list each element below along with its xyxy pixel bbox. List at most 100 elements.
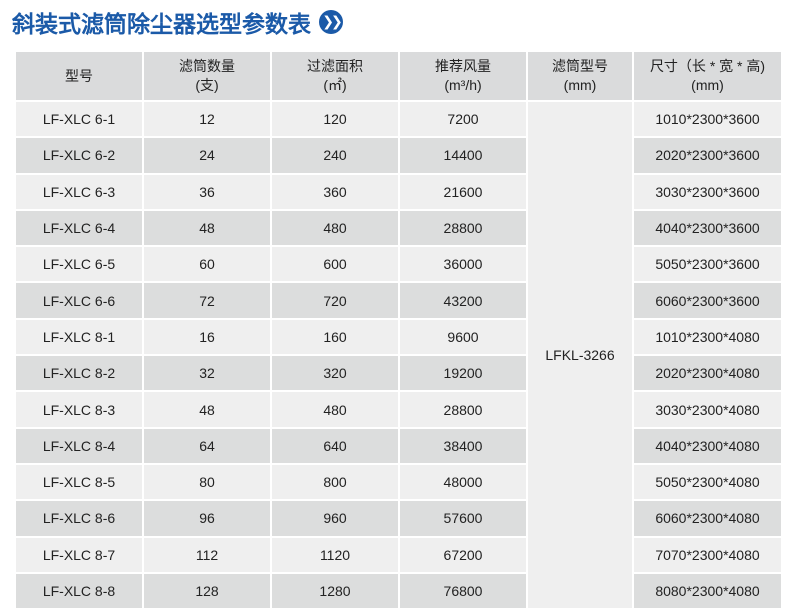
table-cell: LF-XLC 8-1 bbox=[16, 319, 142, 355]
table-cell: 640 bbox=[272, 428, 398, 463]
table-cell: 3030*2300*4080 bbox=[634, 392, 781, 427]
table-cell: 6060*2300*4080 bbox=[634, 501, 781, 536]
table-cell: 1010*2300*3600 bbox=[634, 102, 781, 137]
table-cell: LF-XLC 6-1 bbox=[16, 102, 142, 137]
table-cell: 600 bbox=[272, 247, 398, 282]
table-cell: 480 bbox=[272, 392, 398, 427]
table-cell: 480 bbox=[272, 210, 398, 246]
header-text: (m³/h) bbox=[444, 77, 482, 93]
table-cell: 128 bbox=[144, 573, 270, 609]
table-cell: 5050*2300*4080 bbox=[634, 464, 781, 500]
table-cell: 720 bbox=[272, 283, 398, 318]
header-text: 推荐风量 bbox=[435, 58, 491, 74]
table-row: LF-XLC 8-8 128 1280 76800 8080*2300*4080 bbox=[16, 573, 781, 609]
column-header: 滤筒数量 (支) bbox=[144, 52, 270, 100]
table-row: LF-XLC 6-1 12 120 7200 LFKL-3266 1010*2300*36… bbox=[16, 102, 781, 609]
table-row: LF-XLC 6-2 24 240 14400 2020*2300*3600 bbox=[16, 138, 781, 173]
table-cell: 160 bbox=[272, 319, 398, 355]
table-cell: LF-XLC 8-3 bbox=[16, 392, 142, 427]
table-cell: 64 bbox=[144, 428, 270, 463]
column-header: 过滤面积 (㎡) bbox=[272, 52, 398, 100]
table-cell: 120 bbox=[272, 102, 398, 137]
table-cell: 14400 bbox=[400, 138, 526, 173]
table-cell: 9600 bbox=[400, 319, 526, 355]
table-cell: 12 bbox=[144, 102, 270, 137]
table-cell: 43200 bbox=[400, 283, 526, 318]
table-cell: 4040*2300*3600 bbox=[634, 210, 781, 246]
header-text: (mm) bbox=[691, 77, 724, 93]
page-title: 斜装式滤筒除尘器选型参数表 ❯❯ bbox=[12, 5, 343, 39]
header-text: 滤筒型号 bbox=[552, 58, 608, 74]
table-cell: 80 bbox=[144, 464, 270, 500]
header-text: 过滤面积 bbox=[307, 58, 363, 74]
table-cell: 5050*2300*3600 bbox=[634, 247, 781, 282]
table-row: LF-XLC 8-1 16 160 9600 1010*2300*4080 bbox=[16, 319, 781, 355]
table-cell: 800 bbox=[272, 464, 398, 500]
header-text: 尺寸（长 * 宽 * 高) bbox=[649, 58, 766, 74]
table-cell: 48000 bbox=[400, 464, 526, 500]
table-row: LF-XLC 8-5 80 800 48000 5050*2300*4080 bbox=[16, 464, 781, 500]
table-cell: 48 bbox=[144, 392, 270, 427]
table-cell: 36000 bbox=[400, 247, 526, 282]
table-cell: LF-XLC 6-6 bbox=[16, 283, 142, 318]
table-row: LF-XLC 6-6 72 720 43200 6060*2300*3600 bbox=[16, 283, 781, 318]
header-text: (支) bbox=[195, 77, 219, 93]
table-cell: LF-XLC 6-5 bbox=[16, 247, 142, 282]
column-header: 推荐风量 (m³/h) bbox=[400, 52, 526, 100]
table-row: LF-XLC 8-7 112 1120 67200 7070*2300*4080 bbox=[16, 537, 781, 572]
table-cell: 21600 bbox=[400, 174, 526, 209]
table-cell: 16 bbox=[144, 319, 270, 355]
table-cell: 36 bbox=[144, 174, 270, 209]
table-cell: LF-XLC 6-2 bbox=[16, 138, 142, 173]
table-cell: LF-XLC 8-2 bbox=[16, 356, 142, 391]
table-row: LF-XLC 6-3 36 360 21600 3030*2300*3600 bbox=[16, 174, 781, 209]
filter-model-cell: LFKL-3266 bbox=[528, 102, 632, 609]
table-row: LF-XLC 8-2 32 320 19200 2020*2300*4080 bbox=[16, 356, 781, 391]
table-cell: 19200 bbox=[400, 356, 526, 391]
header-text: 滤筒数量 bbox=[179, 58, 235, 74]
column-header: 尺寸（长 * 宽 * 高) (mm) bbox=[634, 52, 781, 100]
header-text: (㎡) bbox=[323, 77, 347, 93]
table-cell: LF-XLC 6-4 bbox=[16, 210, 142, 246]
table-cell: LF-XLC 8-6 bbox=[16, 501, 142, 536]
column-header: 型号 bbox=[16, 52, 142, 100]
table-cell: LF-XLC 8-8 bbox=[16, 573, 142, 609]
table-cell: 6060*2300*3600 bbox=[634, 283, 781, 318]
table-cell: 360 bbox=[272, 174, 398, 209]
table-cell: 38400 bbox=[400, 428, 526, 463]
header-row: 型号 滤筒数量 (支) 过滤面积 (㎡) 推荐风量 (m³/h) 滤筒型号 (mm) 尺寸（长 *… bbox=[16, 52, 781, 100]
table-cell: 960 bbox=[272, 501, 398, 536]
table-cell: 76800 bbox=[400, 573, 526, 609]
table-cell: 28800 bbox=[400, 210, 526, 246]
table-row: LF-XLC 8-6 96 960 57600 6060*2300*4080 bbox=[16, 501, 781, 536]
table-cell: 2020*2300*3600 bbox=[634, 138, 781, 173]
table-cell: 1120 bbox=[272, 537, 398, 572]
table-cell: LF-XLC 8-7 bbox=[16, 537, 142, 572]
table-cell: 57600 bbox=[400, 501, 526, 536]
table-cell: 8080*2300*4080 bbox=[634, 573, 781, 609]
double-chevron-right-icon[interactable]: ❯❯ bbox=[319, 10, 343, 34]
table-cell: 1280 bbox=[272, 573, 398, 609]
table-cell: 96 bbox=[144, 501, 270, 536]
table-cell: LF-XLC 8-4 bbox=[16, 428, 142, 463]
title-text: 斜装式滤筒除尘器选型参数表 bbox=[12, 12, 311, 38]
table-cell: 32 bbox=[144, 356, 270, 391]
table-cell: 60 bbox=[144, 247, 270, 282]
table-cell: 320 bbox=[272, 356, 398, 391]
table-cell: 2020*2300*4080 bbox=[634, 356, 781, 391]
selection-table: 型号 滤筒数量 (支) 过滤面积 (㎡) 推荐风量 (m³/h) 滤筒型号 (mm) 尺寸（长 *… bbox=[14, 50, 783, 610]
table-cell: 4040*2300*4080 bbox=[634, 428, 781, 463]
header-text: 型号 bbox=[65, 67, 93, 84]
table-cell: 240 bbox=[272, 138, 398, 173]
table-row: LF-XLC 8-4 64 640 38400 4040*2300*4080 bbox=[16, 428, 781, 463]
column-header: 滤筒型号 (mm) bbox=[528, 52, 632, 100]
table-row: LF-XLC 6-4 48 480 28800 4040*2300*3600 bbox=[16, 210, 781, 246]
table-cell: 1010*2300*4080 bbox=[634, 319, 781, 355]
table-row: LF-XLC 8-3 48 480 28800 3030*2300*4080 bbox=[16, 392, 781, 427]
table-cell: LF-XLC 6-3 bbox=[16, 174, 142, 209]
table-cell: 3030*2300*3600 bbox=[634, 174, 781, 209]
table-cell: LF-XLC 8-5 bbox=[16, 464, 142, 500]
table-cell: 24 bbox=[144, 138, 270, 173]
table-cell: 7070*2300*4080 bbox=[634, 537, 781, 572]
table-cell: 67200 bbox=[400, 537, 526, 572]
